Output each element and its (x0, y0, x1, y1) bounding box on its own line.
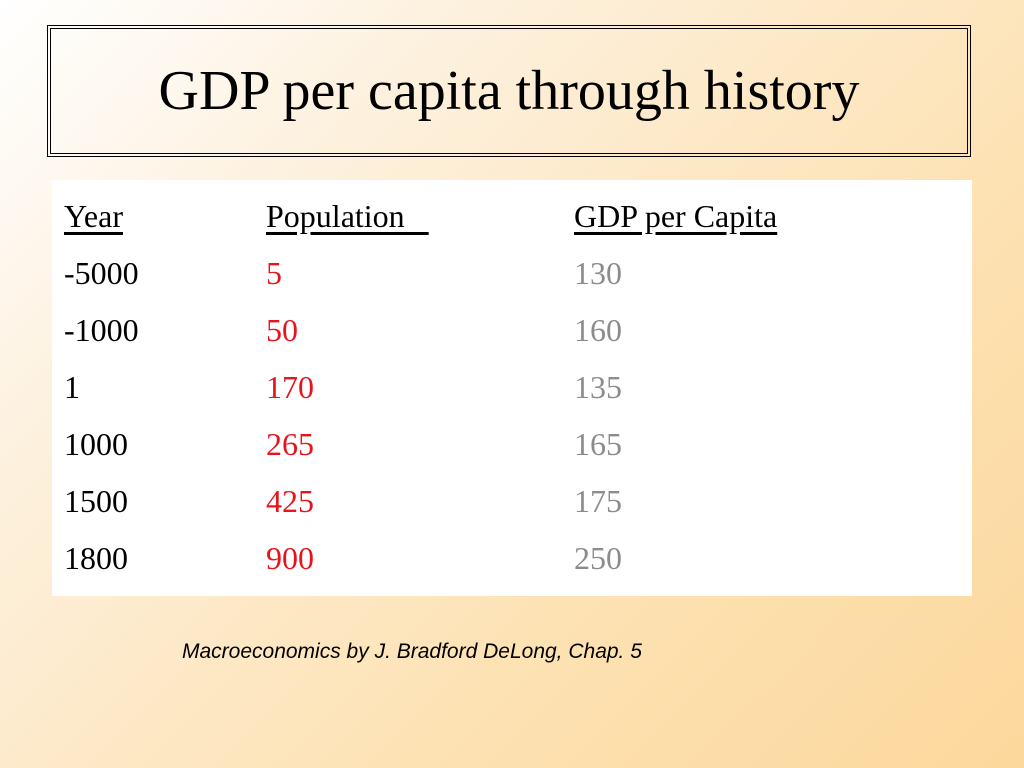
cell-population: 900 (266, 540, 314, 576)
cell-population: 5 (266, 255, 282, 291)
cell-gdp-per-capita: 250 (574, 540, 622, 576)
header-year: Year (64, 198, 123, 234)
table-row: 1800 900 250 (64, 530, 954, 587)
table-header-row: Year Population GDP per Capita (64, 188, 954, 245)
data-table: Year Population GDP per Capita -5000 5 1… (64, 188, 954, 587)
cell-year: 1800 (64, 540, 128, 576)
cell-gdp-per-capita: 130 (574, 255, 622, 291)
cell-gdp-per-capita: 160 (574, 312, 622, 348)
cell-population: 425 (266, 483, 314, 519)
cell-gdp-per-capita: 165 (574, 426, 622, 462)
table-row: -5000 5 130 (64, 245, 954, 302)
table-panel: Year Population GDP per Capita -5000 5 1… (52, 180, 972, 596)
cell-population: 170 (266, 369, 314, 405)
cell-population: 50 (266, 312, 298, 348)
slide-title: GDP per capita through history (158, 60, 860, 122)
cell-year: 1 (64, 369, 80, 405)
title-box: GDP per capita through history (47, 25, 971, 157)
header-gdp-per-capita: GDP per Capita (574, 198, 778, 234)
table-row: 1000 265 165 (64, 416, 954, 473)
cell-gdp-per-capita: 175 (574, 483, 622, 519)
source-caption: Macroeconomics by J. Bradford DeLong, Ch… (182, 640, 642, 663)
header-population: Population (266, 198, 429, 234)
table-row: 1 170 135 (64, 359, 954, 416)
cell-year: -5000 (64, 255, 139, 291)
cell-year: 1000 (64, 426, 128, 462)
cell-year: 1500 (64, 483, 128, 519)
cell-year: -1000 (64, 312, 139, 348)
cell-population: 265 (266, 426, 314, 462)
table-row: 1500 425 175 (64, 473, 954, 530)
table-row: -1000 50 160 (64, 302, 954, 359)
cell-gdp-per-capita: 135 (574, 369, 622, 405)
